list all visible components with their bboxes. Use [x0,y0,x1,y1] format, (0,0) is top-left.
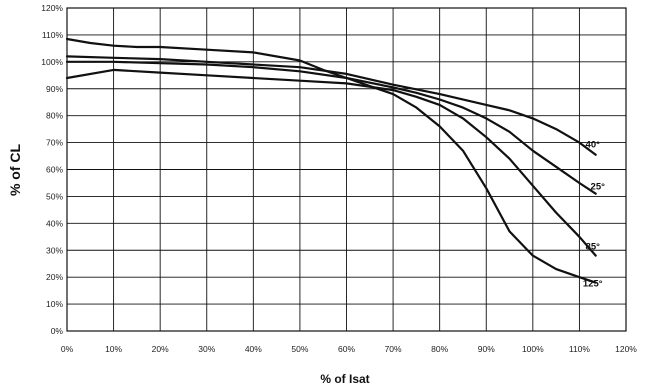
x-tick-label: 70% [385,344,402,354]
x-tick-label: 50% [291,344,308,354]
series-label: 40° [586,140,601,151]
x-tick-label: 120% [615,344,637,354]
grid [66,7,627,332]
series-line [65,55,597,156]
x-tick-label: 10% [105,344,122,354]
y-tick-label: 60% [46,165,63,175]
y-tick-label: 110% [42,30,64,40]
y-axis-ticks: 0% 10% 20% 30% 40% 50% 60% 70% 80% 90% 100% 110% 120… [41,3,63,336]
series-label: 125° [583,279,603,290]
y-tick-label: 30% [46,245,63,255]
y-tick-label: 80% [46,111,63,121]
y-tick-label: 90% [46,84,63,94]
plot-frame [66,7,627,332]
x-tick-label: 0% [61,344,74,354]
x-tick-label: 30% [198,344,215,354]
y-tick-label: 100% [41,57,63,67]
y-tick-label: 70% [46,138,63,148]
series-label: 85° [586,242,601,253]
x-tick-label: 40% [245,344,262,354]
x-tick-label: 80% [431,344,448,354]
x-axis-ticks: 0% 10% 20% 30% 40% 50% 60% 70% 80% 90% 100% 110% 120… [61,344,637,354]
y-tick-label: 10% [46,299,63,309]
y-tick-label: 0% [51,326,64,336]
y-axis-title: % of CL [7,144,23,197]
series-labels: 40° 25° 85° 125° [583,140,605,290]
x-tick-label: 20% [152,344,169,354]
x-tick-label: 100% [522,344,544,354]
series-line [65,60,597,195]
y-tick-label: 50% [46,191,63,201]
series [65,37,597,284]
x-axis-title: % of Isat [320,372,369,386]
x-tick-label: 60% [338,344,355,354]
y-tick-label: 20% [46,272,63,282]
x-tick-label: 90% [478,344,495,354]
series-line [65,68,597,257]
series-line [65,37,597,284]
y-tick-label: 120% [41,3,63,13]
y-tick-label: 40% [46,218,63,228]
x-tick-label: 110% [569,344,591,354]
series-label: 25° [591,182,606,193]
